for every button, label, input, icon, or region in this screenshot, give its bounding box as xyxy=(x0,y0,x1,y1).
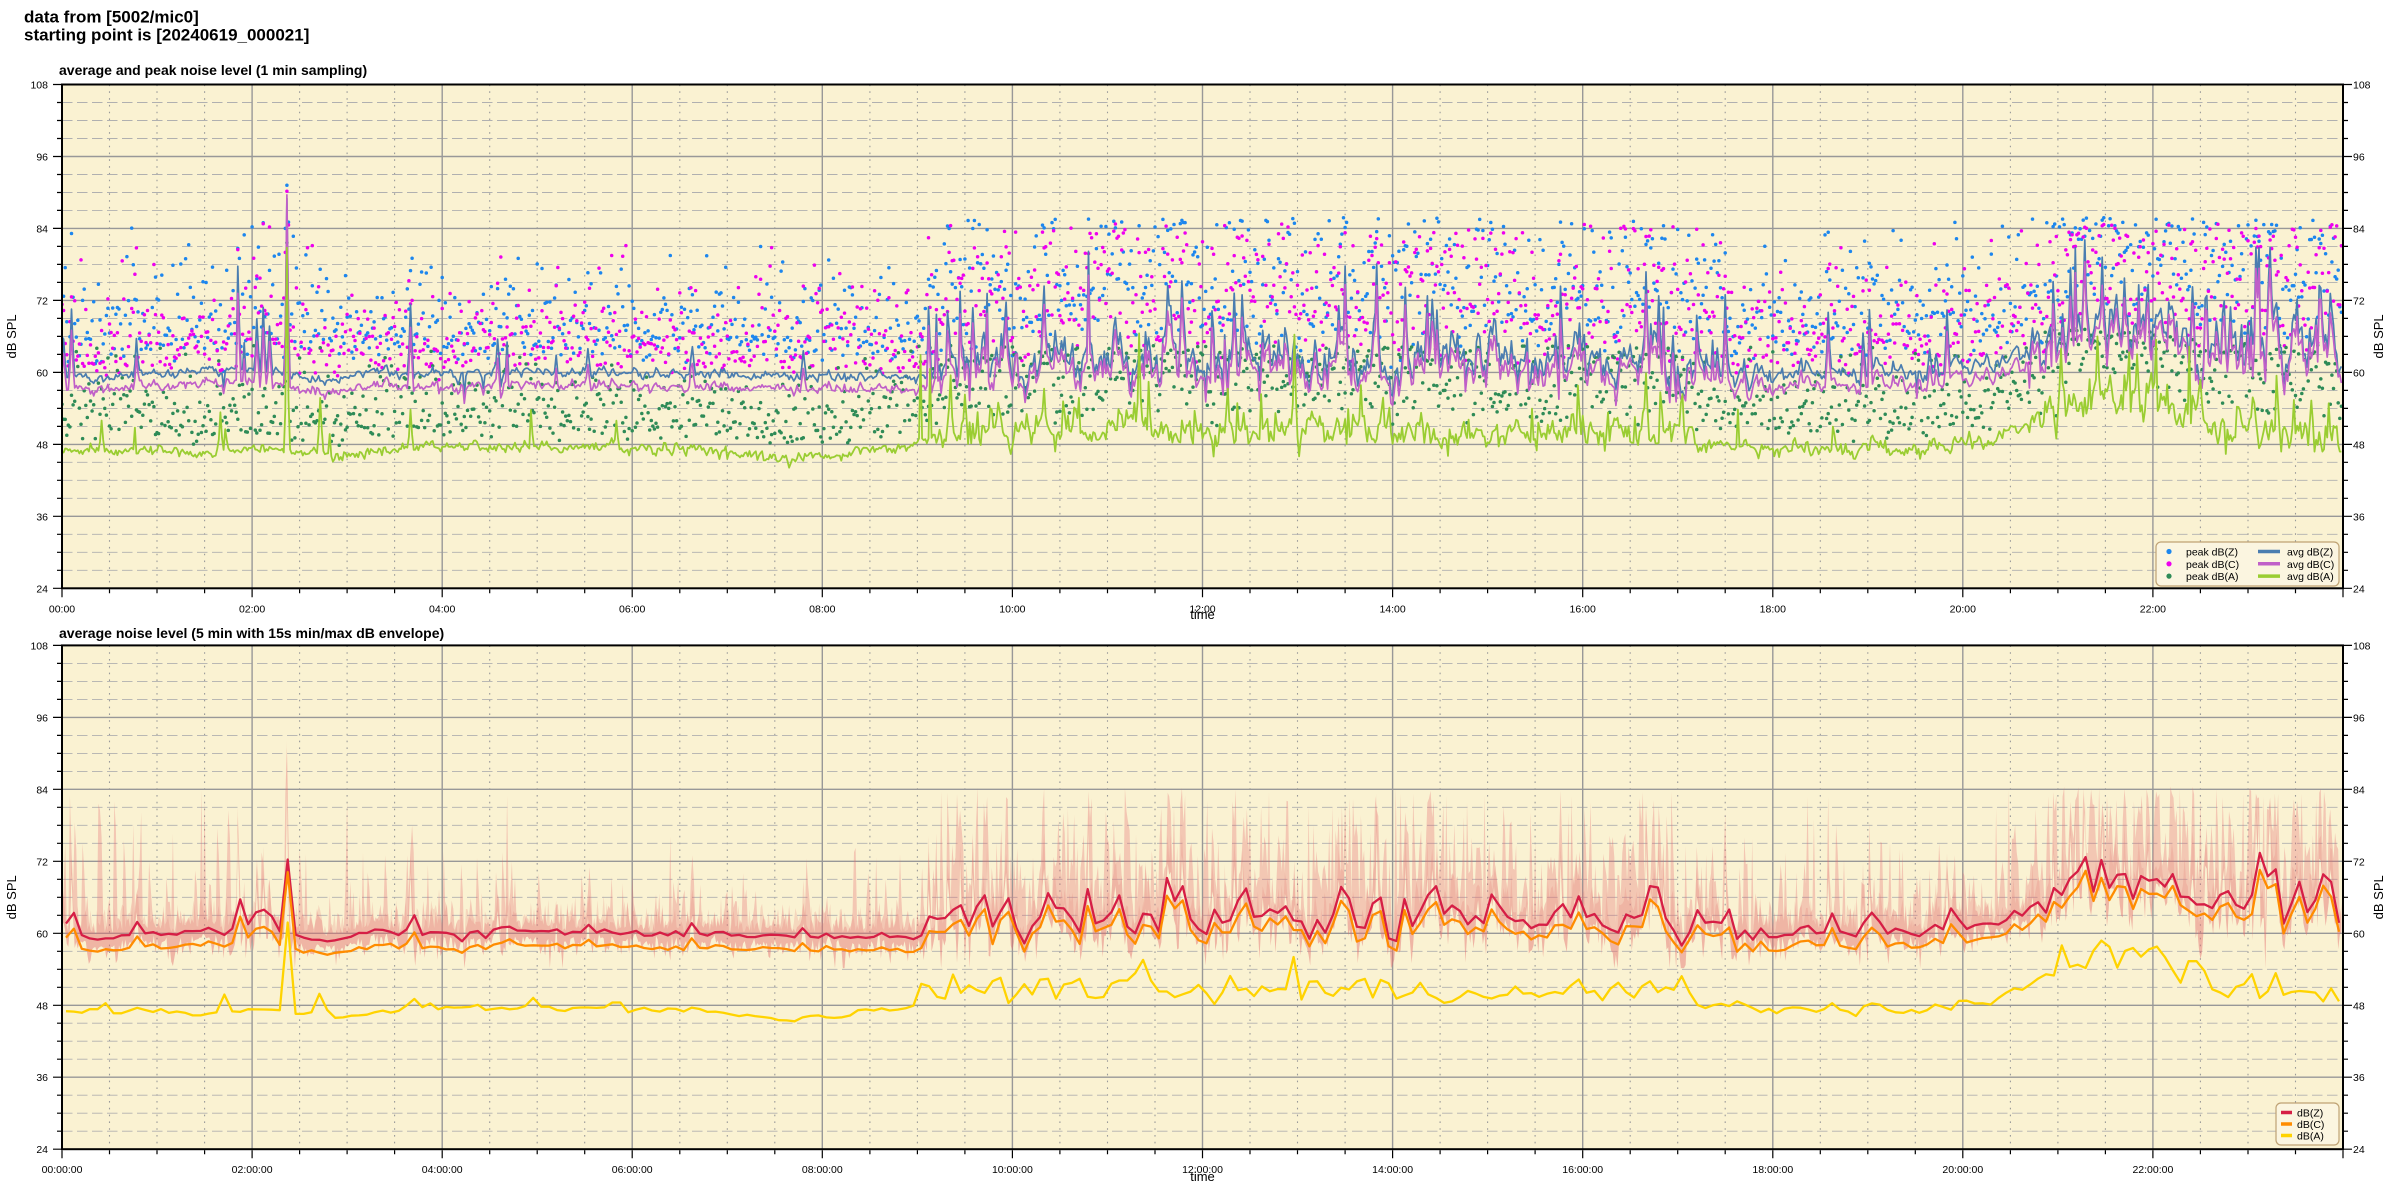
svg-text:dB SPL: dB SPL xyxy=(2371,314,2386,358)
svg-text:84: 84 xyxy=(2353,784,2365,796)
svg-text:02:00:00: 02:00:00 xyxy=(232,1164,273,1176)
svg-text:24: 24 xyxy=(2353,583,2365,595)
svg-text:time: time xyxy=(1190,607,1215,622)
svg-text:08:00:00: 08:00:00 xyxy=(802,1164,843,1176)
svg-text:60: 60 xyxy=(2353,928,2365,940)
svg-text:14:00:00: 14:00:00 xyxy=(1372,1164,1413,1176)
svg-text:48: 48 xyxy=(2353,439,2365,451)
svg-text:72: 72 xyxy=(2353,295,2365,307)
svg-text:16:00:00: 16:00:00 xyxy=(1562,1164,1603,1176)
svg-text:48: 48 xyxy=(36,1000,48,1012)
svg-text:06:00: 06:00 xyxy=(619,603,645,615)
svg-text:20:00: 20:00 xyxy=(1950,603,1976,615)
svg-text:peak dB(Z): peak dB(Z) xyxy=(2186,547,2238,559)
svg-text:48: 48 xyxy=(2353,1000,2365,1012)
svg-text:average noise level (5 min wit: average noise level (5 min with 15s min/… xyxy=(59,625,444,641)
svg-text:22:00: 22:00 xyxy=(2140,603,2166,615)
svg-text:00:00: 00:00 xyxy=(49,603,75,615)
svg-text:08:00: 08:00 xyxy=(809,603,835,615)
svg-text:22:00:00: 22:00:00 xyxy=(2132,1164,2173,1176)
svg-text:avg dB(A): avg dB(A) xyxy=(2287,571,2334,583)
svg-text:24: 24 xyxy=(36,583,48,595)
svg-text:20:00:00: 20:00:00 xyxy=(1942,1164,1983,1176)
svg-text:12:00:00: 12:00:00 xyxy=(1182,1164,1223,1176)
svg-text:60: 60 xyxy=(36,928,48,940)
svg-text:16:00: 16:00 xyxy=(1570,603,1596,615)
svg-text:108: 108 xyxy=(2353,80,2371,92)
svg-text:36: 36 xyxy=(2353,511,2365,523)
svg-text:dB(A): dB(A) xyxy=(2297,1131,2324,1143)
svg-text:36: 36 xyxy=(2353,1072,2365,1084)
svg-text:12:00: 12:00 xyxy=(1189,603,1215,615)
svg-text:18:00: 18:00 xyxy=(1760,603,1786,615)
svg-text:108: 108 xyxy=(30,80,48,92)
svg-text:dB SPL: dB SPL xyxy=(2371,875,2386,919)
svg-text:peak dB(C): peak dB(C) xyxy=(2186,559,2239,571)
svg-text:24: 24 xyxy=(2353,1144,2365,1156)
svg-text:18:00:00: 18:00:00 xyxy=(1752,1164,1793,1176)
svg-text:02:00: 02:00 xyxy=(239,603,265,615)
svg-text:10:00:00: 10:00:00 xyxy=(992,1164,1033,1176)
svg-text:96: 96 xyxy=(2353,712,2365,724)
svg-text:84: 84 xyxy=(2353,223,2365,235)
svg-text:24: 24 xyxy=(36,1144,48,1156)
svg-text:72: 72 xyxy=(36,295,48,307)
svg-text:10:00: 10:00 xyxy=(999,603,1025,615)
svg-text:dB SPL: dB SPL xyxy=(4,314,19,358)
svg-text:dB(Z): dB(Z) xyxy=(2297,1108,2323,1120)
svg-text:04:00: 04:00 xyxy=(429,603,455,615)
svg-text:96: 96 xyxy=(36,712,48,724)
svg-text:96: 96 xyxy=(2353,152,2365,164)
svg-text:04:00:00: 04:00:00 xyxy=(422,1164,463,1176)
svg-text:108: 108 xyxy=(30,640,48,652)
svg-text:dB SPL: dB SPL xyxy=(4,875,19,919)
svg-text:dB(C): dB(C) xyxy=(2297,1119,2324,1131)
svg-text:60: 60 xyxy=(2353,367,2365,379)
svg-text:60: 60 xyxy=(36,367,48,379)
svg-text:time: time xyxy=(1190,1169,1215,1184)
svg-text:avg dB(C): avg dB(C) xyxy=(2287,559,2334,571)
svg-text:36: 36 xyxy=(36,511,48,523)
svg-text:starting point is [20240619_00: starting point is [20240619_000021] xyxy=(24,26,309,45)
svg-text:84: 84 xyxy=(36,223,48,235)
svg-text:peak dB(A): peak dB(A) xyxy=(2186,571,2239,583)
svg-text:96: 96 xyxy=(36,152,48,164)
svg-text:avg dB(Z): avg dB(Z) xyxy=(2287,547,2333,559)
svg-text:84: 84 xyxy=(36,784,48,796)
svg-text:108: 108 xyxy=(2353,640,2371,652)
svg-text:average and peak noise level (: average and peak noise level (1 min samp… xyxy=(59,62,367,78)
svg-text:00:00:00: 00:00:00 xyxy=(42,1164,83,1176)
svg-text:72: 72 xyxy=(36,856,48,868)
svg-text:36: 36 xyxy=(36,1072,48,1084)
svg-text:06:00:00: 06:00:00 xyxy=(612,1164,653,1176)
svg-text:48: 48 xyxy=(36,439,48,451)
svg-text:14:00: 14:00 xyxy=(1379,603,1405,615)
svg-text:72: 72 xyxy=(2353,856,2365,868)
svg-text:data from [5002/mic0]: data from [5002/mic0] xyxy=(24,8,199,27)
